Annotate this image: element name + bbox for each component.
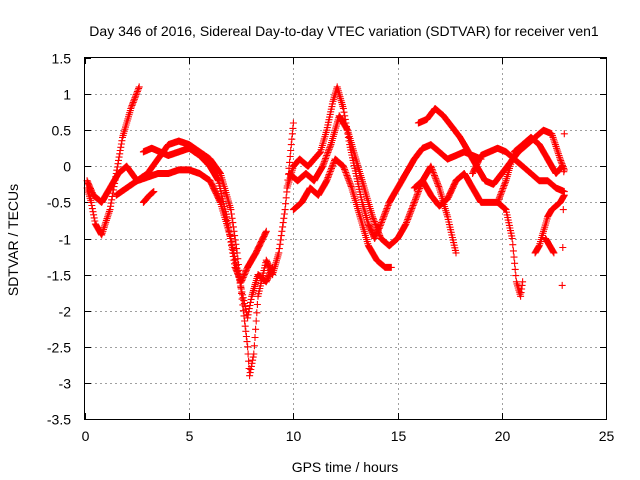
axis-ticks: 0 5 10 15 20 25 -3.5 -3 -2.5 -2 -1.5 -1 -0.5 0 0.5 1 1.5: [47, 51, 615, 445]
data-series: [83, 83, 143, 239]
y-tick-label: 1.5: [52, 51, 72, 67]
data-series: [139, 144, 270, 286]
series-markers: [558, 130, 568, 289]
series-markers: [285, 112, 460, 257]
series-markers: [139, 144, 270, 286]
data-series: [410, 170, 527, 300]
data-series: [531, 191, 568, 257]
series-markers: [112, 166, 277, 322]
x-tick-label: 0: [82, 428, 90, 444]
data-series: [83, 119, 297, 380]
data-series: [283, 83, 485, 242]
y-tick-label: -1.5: [47, 268, 71, 284]
data-series: [112, 166, 277, 322]
data-points: [83, 83, 568, 380]
data-series: [139, 188, 158, 206]
y-tick-label: -1: [59, 232, 72, 248]
plot-frame: [84, 57, 607, 420]
x-tick-label: 20: [495, 428, 511, 444]
y-tick-label: -0.5: [47, 195, 71, 211]
series-markers: [542, 235, 558, 257]
data-series: [289, 155, 395, 271]
series-markers: [289, 155, 395, 271]
series-markers: [83, 83, 143, 239]
series-markers: [283, 83, 485, 242]
y-tick-label: -2.5: [47, 340, 71, 356]
x-axis-label: GPS time / hours: [292, 459, 399, 475]
y-tick-label: -2: [59, 304, 72, 320]
data-series: [558, 130, 568, 289]
y-tick-label: -3.5: [47, 412, 71, 428]
chart-title: Day 346 of 2016, Sidereal Day-to-day VTE…: [89, 23, 599, 39]
y-tick-label: 0: [63, 159, 71, 175]
x-tick-label: 15: [391, 428, 407, 444]
series-markers: [531, 191, 568, 257]
y-tick-label: -3: [59, 376, 72, 392]
data-series: [285, 112, 460, 257]
data-series: [542, 235, 558, 257]
series-markers: [83, 119, 297, 380]
y-tick-label: 0.5: [52, 123, 72, 139]
series-markers: [410, 170, 527, 300]
data-series: [494, 133, 566, 206]
series-markers: [494, 133, 566, 206]
y-tick-label: 1: [63, 87, 71, 103]
x-tick-label: 10: [286, 428, 302, 444]
x-tick-label: 25: [599, 428, 615, 444]
x-tick-label: 5: [186, 428, 194, 444]
series-markers: [139, 188, 158, 206]
y-axis-label: SDTVAR / TECUs: [5, 184, 21, 296]
